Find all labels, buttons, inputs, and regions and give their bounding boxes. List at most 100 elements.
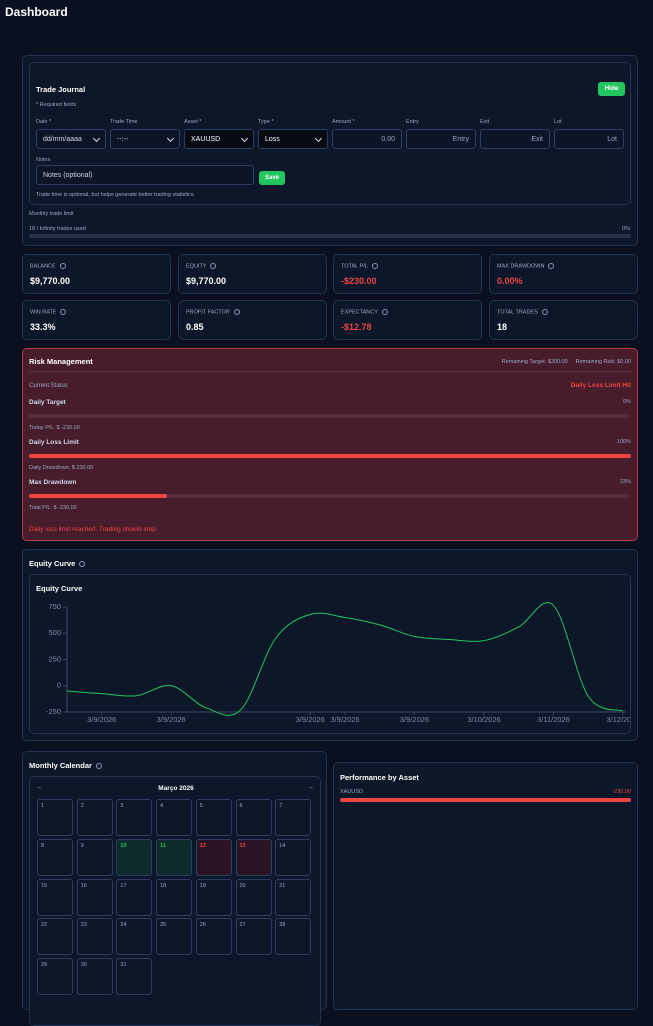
day-number: 10 (120, 842, 127, 849)
equity-title: Equity Curve (29, 559, 86, 568)
x-tick-label: 3/9/2026 (296, 715, 325, 724)
field-label: Amount * (332, 119, 355, 125)
day-number: 24 (120, 922, 127, 929)
calendar-title: Monthly Calendar (29, 761, 102, 770)
input[interactable]: dd/mm/aaaa (36, 129, 106, 149)
page-title: Dashboard (5, 5, 68, 19)
calendar-day[interactable]: 8 (37, 838, 73, 876)
calendar-day[interactable]: 12 (195, 838, 232, 876)
day-number: 20 (239, 882, 246, 889)
asset-bar (340, 798, 631, 802)
x-tick-label: 3/11/2026 (537, 715, 570, 724)
calendar-day[interactable]: 24 (116, 918, 153, 956)
info-icon (59, 263, 66, 269)
input[interactable]: --:-- (110, 129, 180, 149)
risk-bar-note: Today P/L: $ -230.00 (29, 425, 80, 431)
calendar-day[interactable]: 1 (37, 799, 73, 836)
limit-percent: 0% (622, 226, 630, 232)
calendar-day[interactable]: 20 (235, 878, 272, 916)
calendar-day[interactable]: 27 (235, 918, 272, 956)
equity-title-text: Equity Curve (29, 559, 76, 568)
calendar-day[interactable]: 4 (156, 799, 193, 836)
day-number: 12 (199, 842, 206, 849)
stat-label: EQUITY (186, 263, 217, 269)
risk-bar-note: Daily Drawdown: $ 230.00 (29, 465, 94, 471)
day-number: 2 (80, 803, 84, 809)
calendar-day[interactable]: 14 (275, 838, 312, 876)
status-value: Daily Loss Limit Hit (570, 382, 631, 389)
calendar-day[interactable]: 17 (116, 878, 153, 916)
chart-title: Equity Curve (36, 584, 83, 593)
day-number: 5 (199, 803, 203, 809)
stat-value: 33.3% (30, 322, 56, 332)
dropdown-icon (240, 134, 249, 143)
month-label: Março 2026 (158, 785, 194, 792)
calendar-day[interactable]: 9 (76, 838, 113, 876)
calendar-day[interactable]: 19 (195, 878, 232, 916)
calendar-day[interactable]: 18 (156, 878, 193, 916)
y-tick-label: -250 (46, 707, 61, 716)
calendar-day[interactable]: 21 (275, 878, 312, 916)
next-month[interactable]: → (307, 784, 314, 791)
input[interactable]: Lot (554, 129, 624, 149)
calendar-day[interactable]: 25 (156, 918, 193, 956)
calendar-day[interactable]: 13 (235, 838, 272, 876)
info-icon (79, 561, 86, 568)
calendar-day[interactable]: 15 (37, 878, 73, 916)
y-tick-label: 250 (48, 654, 61, 663)
calendar-day[interactable]: 11 (156, 838, 193, 876)
info-icon (60, 309, 67, 315)
hint: Trade time is optional, but helps genera… (36, 192, 196, 198)
calendar: ← Março 2026 → 1 2 3 4 5 6 7 8 9 10 11 12 13 14 15 16 17… (29, 776, 321, 1026)
day-number: 15 (41, 882, 48, 889)
calendar-day[interactable]: 22 (37, 918, 73, 956)
equity-line (66, 602, 624, 716)
notes-label: Notes (36, 157, 51, 163)
stat-label-text: BALANCE (30, 263, 56, 270)
calendar-day[interactable]: 26 (195, 918, 232, 956)
risk-bar-percent: 0% (623, 399, 631, 405)
hide-button[interactable]: Hide (598, 82, 625, 96)
day-number: 9 (80, 842, 84, 849)
notes-input[interactable]: Notes (optional) (36, 165, 254, 185)
input[interactable]: Entry (406, 129, 476, 149)
dropdown-icon (92, 134, 101, 143)
risk-panel: Risk Management Remaining Target: $300.0… (22, 348, 638, 541)
day-number: 30 (80, 962, 87, 969)
field-label: Trade Time (110, 119, 138, 125)
save-button[interactable]: Save (259, 171, 285, 185)
info-icon (548, 263, 555, 269)
input[interactable]: 0.00 (332, 129, 402, 149)
calendar-day[interactable]: 16 (76, 878, 113, 916)
remaining-target: Remaining Target: $300.00 (501, 359, 568, 365)
risk-warning: Daily loss limit reached. Trading should… (29, 526, 158, 533)
input[interactable]: Exit (480, 129, 550, 149)
calendar-day[interactable]: 3 (116, 799, 153, 836)
calendar-day[interactable]: 23 (76, 918, 113, 956)
calendar-day[interactable]: 7 (275, 799, 312, 836)
select[interactable]: XAUUSD (184, 129, 254, 149)
field-label: Exit (480, 119, 490, 125)
calendar-day[interactable]: 29 (37, 958, 73, 996)
limit-bar (29, 234, 631, 238)
calendar-day[interactable]: 2 (76, 799, 113, 836)
day-number: 11 (160, 842, 166, 849)
calendar-day[interactable]: 10 (116, 838, 153, 876)
x-tick-label: 3/10/2026 (467, 715, 500, 724)
day-number: 3 (120, 803, 124, 809)
info-icon (541, 309, 548, 315)
calendar-day[interactable]: 28 (275, 918, 312, 956)
stat-card: MAX DRAWDOWN 0.00% (489, 254, 638, 294)
risk-bar-label: Max Drawdown (29, 479, 77, 486)
calendar-day[interactable]: 5 (195, 799, 232, 836)
risk-bar-fill (29, 494, 168, 498)
calendar-day[interactable]: 31 (116, 958, 153, 996)
stat-value: -$12.78 (341, 322, 372, 332)
risk-bar (29, 454, 631, 458)
prev-month[interactable]: ← (36, 784, 43, 791)
calendar-day[interactable]: 6 (235, 799, 272, 836)
select[interactable]: Loss (258, 129, 328, 149)
calendar-title-text: Monthly Calendar (29, 761, 92, 770)
calendar-day[interactable]: 30 (76, 958, 113, 996)
